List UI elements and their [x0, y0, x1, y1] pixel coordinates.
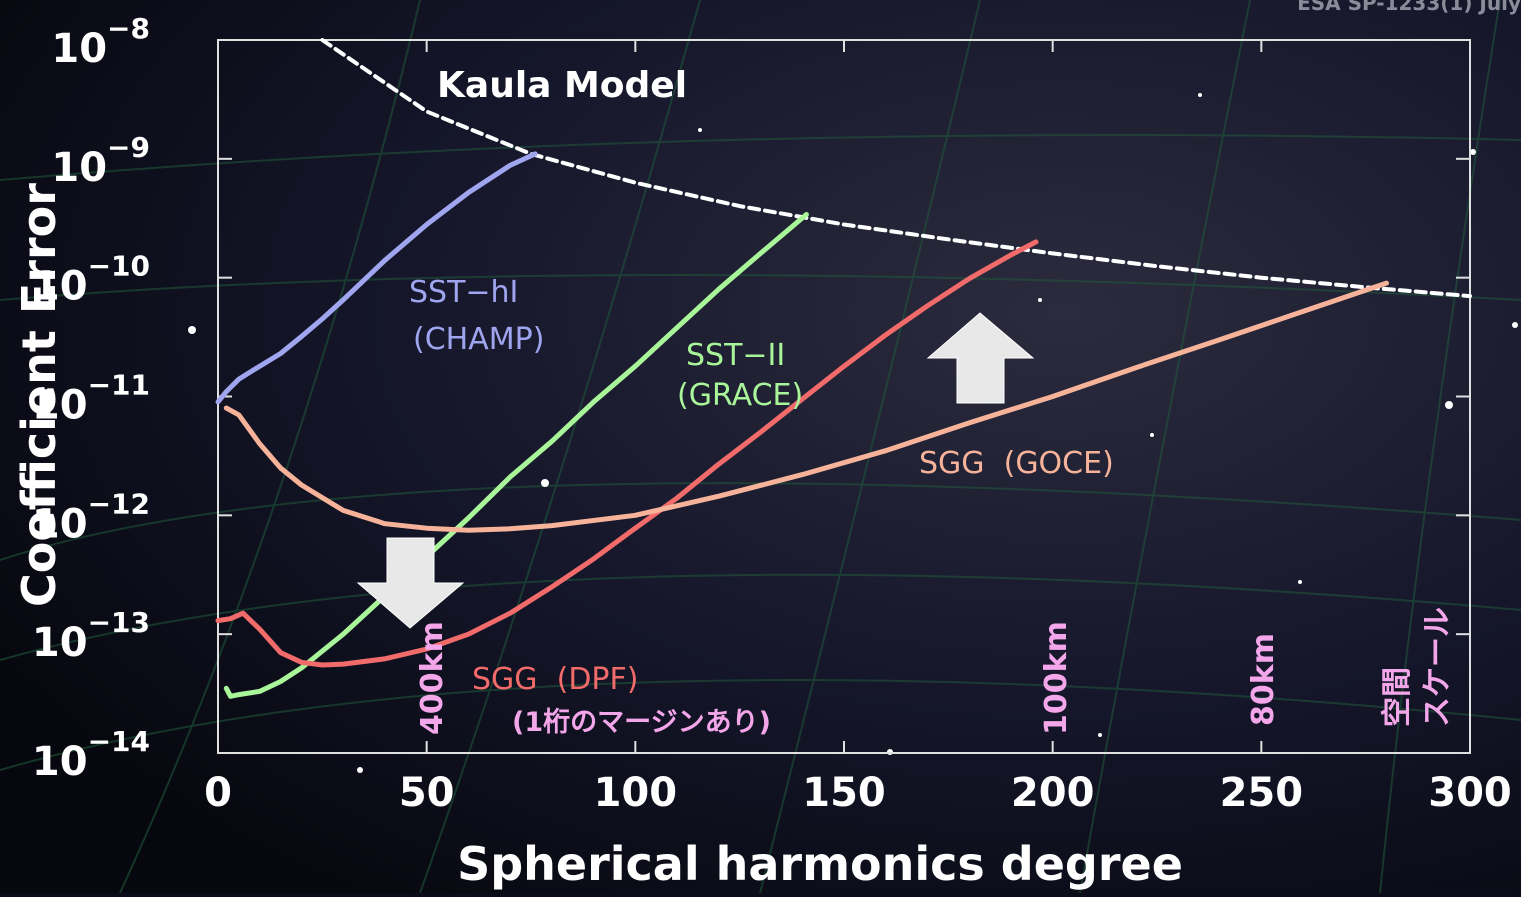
- kaula-label: Kaula Model: [437, 65, 687, 106]
- dpf-label: SGG (DPF): [472, 662, 638, 697]
- star: [541, 479, 549, 487]
- x-tick-label: 250: [1220, 770, 1304, 816]
- y-axis-label: Coefficient Error: [12, 183, 66, 607]
- star: [1445, 401, 1453, 409]
- grace-sublabel: (GRACE): [677, 378, 803, 413]
- grace-label: SST−II: [686, 338, 785, 373]
- x-axis-label: Spherical harmonics degree: [457, 837, 1183, 891]
- star: [1512, 322, 1518, 328]
- scale-80km: 80km: [1246, 633, 1281, 726]
- scale-100km: 100km: [1039, 621, 1074, 735]
- x-tick-label: 0: [204, 770, 232, 816]
- x-tick-label: 100: [594, 770, 678, 816]
- star: [1298, 580, 1302, 584]
- champ-label: SST−hI: [409, 275, 518, 310]
- scale-label-jp-1: 空間: [1380, 667, 1415, 727]
- star: [698, 128, 702, 132]
- star: [188, 326, 196, 334]
- x-tick-label: 200: [1011, 770, 1095, 816]
- star: [357, 767, 363, 773]
- champ-sublabel: (CHAMP): [413, 322, 544, 357]
- x-tick-label: 300: [1428, 770, 1512, 816]
- goce-label: SGG (GOCE): [919, 446, 1114, 481]
- x-tick-label: 50: [399, 770, 455, 816]
- scale-label-jp-2: スケール: [1420, 607, 1455, 727]
- star: [1098, 733, 1102, 737]
- x-tick-label: 150: [802, 770, 886, 816]
- star: [1038, 298, 1042, 302]
- source-note: ESA SP-1233(1) July: [1297, 0, 1521, 15]
- dpf-sublabel: (1桁のマージンあり): [512, 707, 771, 738]
- scale-400km: 400km: [415, 621, 450, 735]
- star: [1198, 93, 1202, 97]
- star: [1150, 433, 1154, 437]
